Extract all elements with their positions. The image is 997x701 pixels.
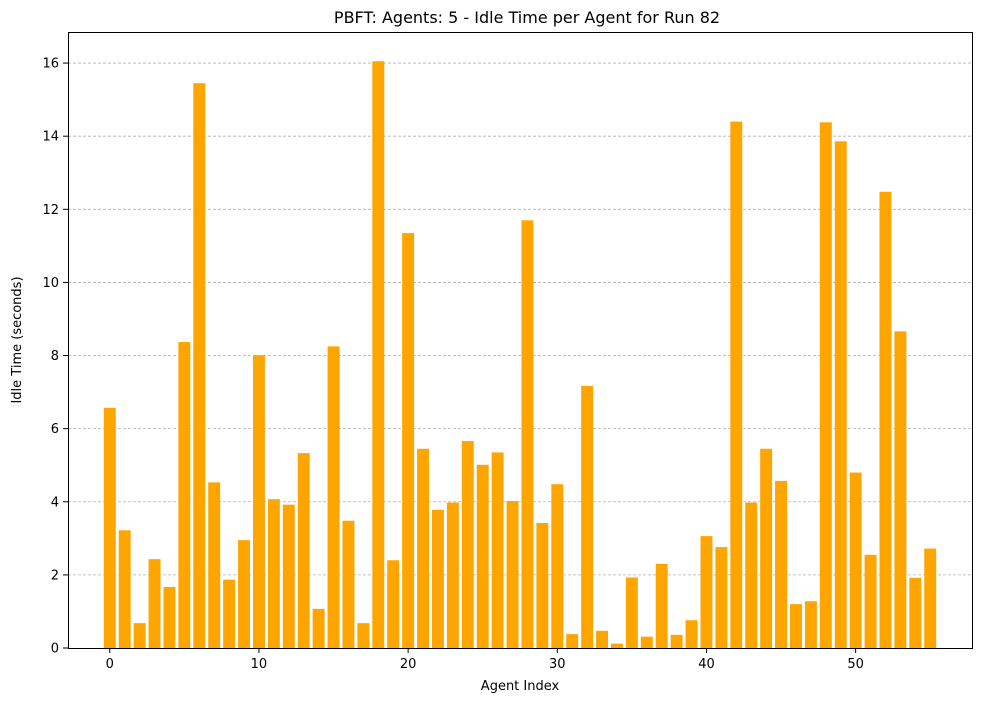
bar-agent-13: [297, 453, 310, 648]
bar-agent-5: [178, 342, 191, 648]
y-tick-label-2: 4: [51, 495, 59, 510]
bar-agent-34: [610, 643, 623, 648]
bar-agent-50: [849, 472, 862, 648]
x-axis-label: Agent Index: [481, 679, 560, 694]
bar-agent-40: [700, 536, 713, 648]
bar-agent-53: [894, 331, 907, 648]
bar-agent-52: [879, 191, 892, 648]
bar-agent-4: [163, 586, 176, 648]
x-tick-label-0: 0: [106, 657, 114, 672]
bar-agent-6: [193, 83, 206, 648]
bar-agent-28: [521, 220, 534, 648]
y-axis-ticks: 0 2 4 6 8 10 12 14 16: [42, 57, 68, 657]
bar-agent-44: [760, 448, 773, 648]
bar-agent-42: [730, 121, 743, 648]
y-tick-label-3: 6: [51, 422, 59, 437]
bar-agent-22: [431, 509, 444, 648]
bar-agent-10: [252, 355, 265, 648]
y-tick-label-0: 0: [51, 642, 59, 657]
bar-agent-7: [208, 482, 221, 648]
bar-agent-29: [536, 522, 549, 648]
y-tick-label-8: 16: [42, 57, 59, 72]
bar-agent-24: [461, 441, 474, 648]
x-tick-label-5: 50: [847, 657, 864, 672]
bar-agent-21: [417, 448, 430, 648]
y-tick-label-5: 10: [42, 276, 59, 291]
bar-agent-54: [909, 577, 922, 648]
y-tick-label-7: 14: [42, 130, 59, 145]
bar-agent-14: [312, 608, 325, 648]
bar-agent-39: [685, 620, 698, 648]
bar-agent-47: [804, 601, 817, 648]
bar-agent-33: [596, 630, 609, 648]
bar-agent-19: [387, 560, 400, 648]
bar-agent-51: [864, 554, 877, 648]
y-tick-label-1: 2: [51, 568, 59, 583]
bar-agent-26: [491, 452, 504, 648]
bar-agent-32: [581, 385, 594, 648]
y-tick-label-4: 8: [51, 349, 59, 364]
bar-agent-18: [372, 61, 385, 649]
bar-agent-1: [118, 530, 131, 648]
y-axis-label: Idle Time (seconds): [10, 276, 25, 403]
bar-agent-16: [342, 520, 355, 648]
bar-agent-8: [223, 579, 236, 648]
bar-agent-55: [924, 548, 937, 648]
bar-agent-35: [625, 577, 638, 648]
bar-agent-38: [670, 634, 683, 648]
bar-agent-20: [402, 233, 415, 649]
bar-agent-43: [745, 502, 758, 648]
bar-agent-25: [476, 464, 489, 648]
chart-title: PBFT: Agents: 5 - Idle Time per Agent fo…: [334, 8, 720, 27]
x-tick-label-1: 10: [251, 657, 268, 672]
x-tick-label-3: 30: [549, 657, 566, 672]
bar-agent-48: [819, 122, 832, 649]
x-tick-label-2: 20: [400, 657, 417, 672]
bar-agent-11: [267, 499, 280, 648]
x-tick-label-4: 40: [698, 657, 715, 672]
bar-agent-12: [282, 504, 295, 648]
bar-agent-45: [775, 480, 788, 648]
bar-agent-17: [357, 623, 370, 648]
bars: [103, 61, 937, 649]
y-tick-label-6: 12: [42, 203, 59, 218]
bar-agent-9: [238, 540, 250, 648]
bar-agent-3: [148, 559, 161, 648]
bar-agent-46: [790, 604, 802, 648]
bar-agent-23: [446, 502, 459, 648]
bar-agent-31: [566, 634, 579, 648]
bar-agent-30: [551, 484, 564, 648]
bar-agent-37: [655, 563, 668, 648]
bar-agent-27: [506, 501, 519, 648]
x-axis-ticks: 0 10 20 30 40 50: [106, 648, 864, 672]
bar-agent-0: [103, 407, 116, 648]
bar-agent-49: [834, 141, 847, 648]
bar-agent-15: [327, 346, 340, 648]
bar-agent-41: [715, 547, 728, 648]
plot-frame: [68, 32, 973, 649]
bar-agent-2: [133, 623, 146, 648]
bar-agent-36: [640, 636, 653, 648]
